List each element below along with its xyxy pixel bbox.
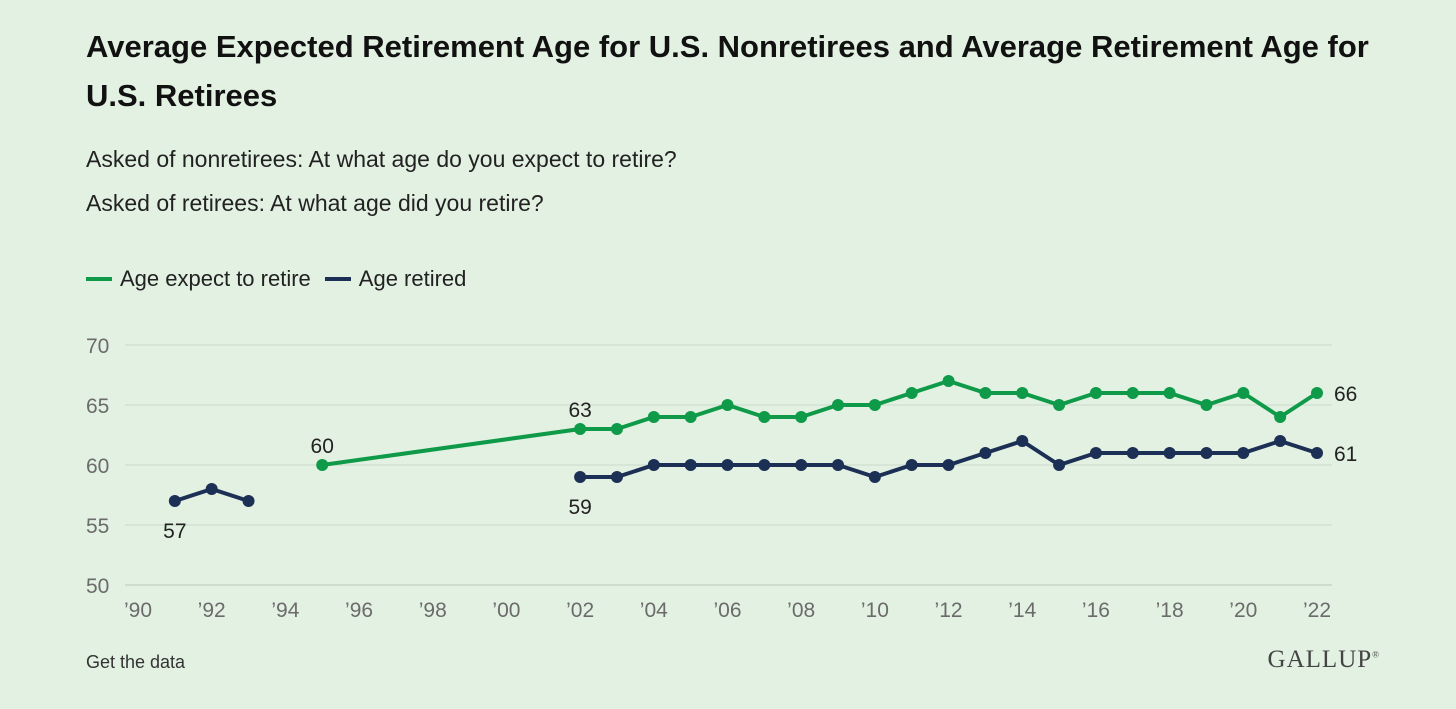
data-point [1016,387,1029,399]
x-tick-label: ’14 [1008,599,1036,622]
data-point [684,411,697,423]
get-the-data-link[interactable]: Get the data [86,652,186,672]
x-tick-label: ’96 [345,599,373,622]
data-point [979,387,992,399]
data-label: 66 [1334,383,1357,406]
data-point [721,459,734,471]
data-point [721,399,734,411]
x-tick-label: ’06 [713,599,741,622]
legend-item-retired: Age retired [324,266,467,292]
data-point [1053,459,1066,471]
data-point [868,471,881,483]
chart-subtitle-nonretirees: Asked of nonretirees: At what age do you… [86,146,677,172]
data-point [1200,447,1213,459]
x-tick-label: ’92 [198,599,226,622]
data-point [168,495,181,507]
data-label: 59 [568,496,591,519]
data-point [316,459,329,471]
y-tick-label: 70 [86,335,109,358]
data-point [1126,387,1139,399]
data-point [868,399,881,411]
legend-label-retired: Age retired [358,266,467,291]
series-line-0-segment-0 [320,379,1319,467]
chart-title: Average Expected Retirement Age for U.S.… [86,29,1369,113]
data-label: 61 [1334,443,1357,466]
data-point [1163,387,1176,399]
data-point [942,375,955,387]
data-point [758,411,771,423]
data-point [205,483,218,495]
data-point [1311,447,1323,459]
data-point [1163,447,1176,459]
data-point [1274,435,1287,447]
legend-swatch-retired [324,277,351,281]
x-tick-label: ’04 [640,599,668,622]
chart-legend: Age expect to retire Age retired [86,266,480,292]
gallup-logo-text: GALLUP [1267,646,1373,673]
data-point [795,411,808,423]
data-point [758,459,771,471]
data-label: 60 [311,435,334,458]
data-point [1237,447,1250,459]
data-point [684,459,697,471]
registered-mark: ® [1372,649,1380,660]
data-point [610,471,623,483]
data-point [1311,387,1323,399]
x-tick-label: ’20 [1229,599,1257,622]
legend-item-expect: Age expect to retire [86,266,311,292]
x-tick-label: ’12 [935,599,963,622]
data-point [795,459,808,471]
data-point [1126,447,1139,459]
y-tick-label: 60 [86,455,109,478]
legend-label-expect: Age expect to retire [120,266,311,291]
data-point [1089,387,1102,399]
data-point [1089,447,1102,459]
y-tick-label: 65 [86,395,109,418]
data-point [1274,411,1287,423]
data-point [942,459,955,471]
x-tick-label: ’90 [124,599,152,622]
y-tick-label: 55 [86,515,109,538]
chart-subtitle-retirees: Asked of retirees: At what age did you r… [86,190,544,216]
data-point [905,387,918,399]
data-point [832,459,845,471]
data-label: 63 [568,399,591,422]
data-point [574,471,587,483]
gallup-logo: GALLUP® [1268,646,1380,674]
data-point [905,459,918,471]
x-tick-label: ’94 [271,599,299,622]
data-point [979,447,992,459]
x-tick-label: ’18 [1156,599,1184,622]
data-label: 57 [163,520,186,543]
x-tick-label: ’22 [1303,599,1331,622]
x-tick-label: ’08 [787,599,815,622]
data-point [1200,399,1213,411]
y-tick-label: 50 [86,575,109,598]
x-tick-label: ’00 [492,599,520,622]
data-point [647,411,660,423]
data-point [1053,399,1066,411]
x-tick-label: ’16 [1082,599,1110,622]
x-tick-label: ’02 [566,599,594,622]
data-point [1237,387,1250,399]
data-point [574,423,587,435]
legend-swatch-expect [86,277,112,281]
data-point [242,495,255,507]
x-tick-label: ’10 [861,599,889,622]
data-point [1016,435,1029,447]
data-point [832,399,845,411]
x-tick-label: ’98 [419,599,447,622]
data-point [610,423,623,435]
data-point [647,459,660,471]
